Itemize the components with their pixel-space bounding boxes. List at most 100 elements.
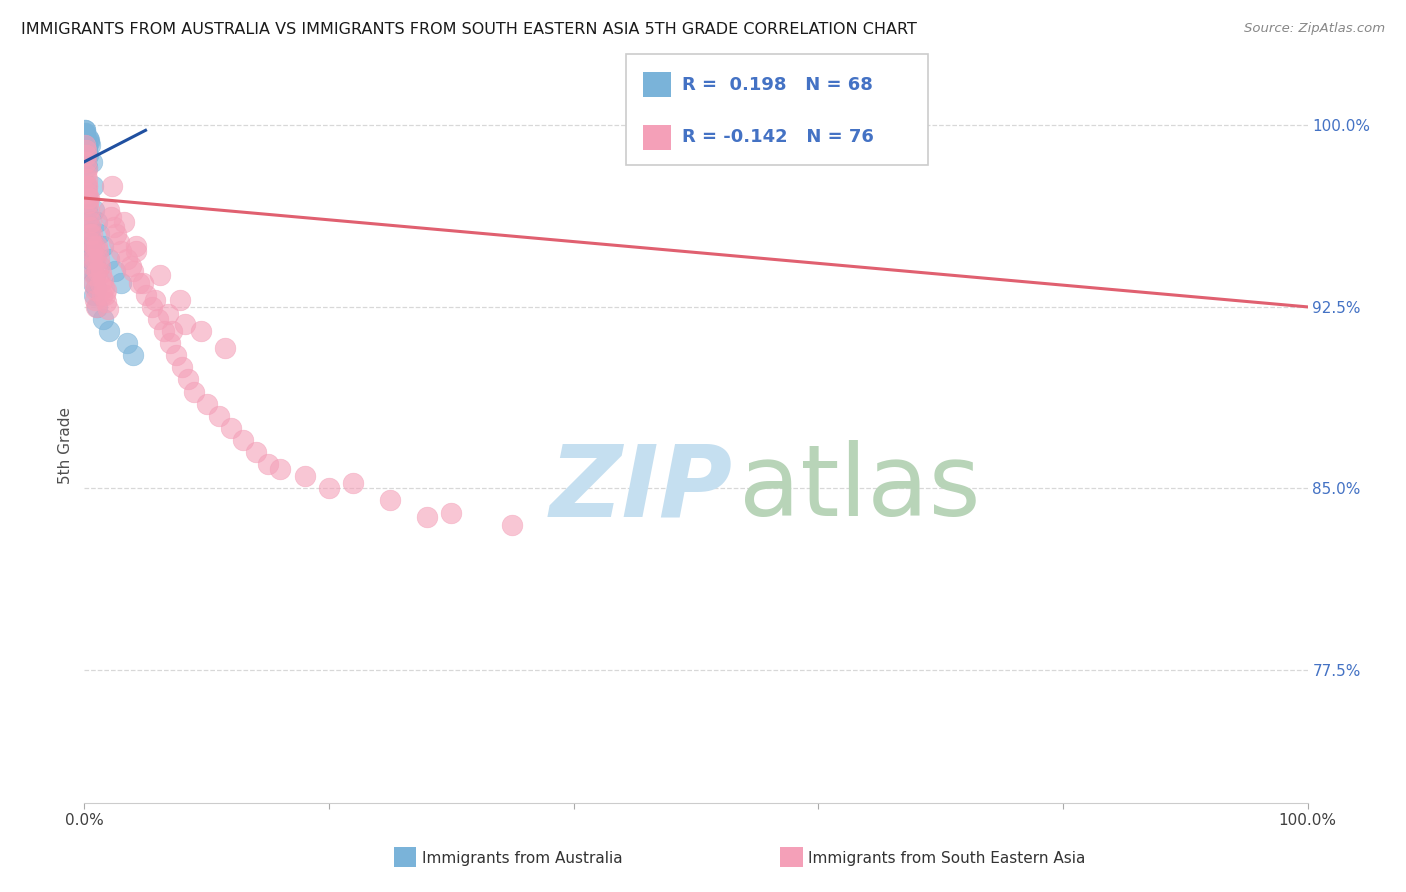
Point: [76, 186, 98, 201]
Point: [75, 130, 97, 145]
Point: [83, 239, 105, 253]
Point: [91, 288, 114, 302]
Point: [76, 203, 98, 218]
Point: [73, 133, 96, 147]
Point: [120, 259, 142, 273]
Point: [84, 300, 107, 314]
Point: [79, 252, 101, 266]
Point: [76, 137, 98, 152]
Point: [219, 421, 242, 435]
Point: [82, 178, 104, 193]
Point: [156, 307, 179, 321]
Point: [141, 300, 163, 314]
Text: IMMIGRANTS FROM AUSTRALIA VS IMMIGRANTS FROM SOUTH EASTERN ASIA 5TH GRADE CORREL: IMMIGRANTS FROM AUSTRALIA VS IMMIGRANTS …: [21, 22, 917, 37]
Point: [146, 312, 169, 326]
Point: [100, 211, 122, 225]
Point: [135, 288, 157, 302]
Point: [86, 239, 108, 253]
Point: [122, 263, 145, 277]
Point: [380, 493, 402, 508]
Point: [77, 130, 100, 145]
Point: [75, 143, 97, 157]
Point: [83, 252, 105, 266]
Point: [101, 178, 124, 193]
Point: [97, 203, 120, 218]
Point: [73, 136, 96, 150]
Point: [77, 227, 100, 242]
Point: [132, 276, 155, 290]
Point: [172, 360, 194, 375]
Point: [86, 215, 108, 229]
Point: [232, 433, 254, 447]
Point: [107, 235, 129, 249]
Point: [84, 293, 107, 307]
Point: [82, 259, 104, 273]
Point: [122, 348, 145, 362]
Point: [77, 191, 100, 205]
Point: [80, 244, 103, 259]
Point: [97, 252, 120, 266]
Point: [112, 215, 135, 229]
Point: [294, 469, 316, 483]
Point: [83, 268, 105, 283]
Point: [245, 445, 267, 459]
Point: [214, 341, 236, 355]
Point: [75, 143, 97, 157]
Point: [75, 153, 97, 167]
Point: [342, 476, 364, 491]
Point: [110, 244, 132, 259]
Point: [75, 137, 97, 152]
Text: ZIP: ZIP: [550, 441, 733, 537]
Point: [177, 372, 200, 386]
Point: [75, 128, 97, 143]
Point: [125, 244, 148, 259]
Text: R = -0.142   N = 76: R = -0.142 N = 76: [682, 128, 873, 146]
Text: Immigrants from South Eastern Asia: Immigrants from South Eastern Asia: [808, 851, 1085, 865]
Point: [91, 312, 114, 326]
Point: [195, 397, 218, 411]
Point: [502, 517, 524, 532]
Point: [165, 348, 187, 362]
Point: [76, 191, 98, 205]
Point: [76, 160, 98, 174]
Point: [75, 140, 97, 154]
Y-axis label: 5th Grade: 5th Grade: [58, 408, 73, 484]
Point: [75, 147, 97, 161]
Point: [75, 137, 97, 152]
Point: [75, 150, 97, 164]
Point: [318, 481, 340, 495]
Point: [75, 154, 97, 169]
Point: [80, 232, 103, 246]
Point: [173, 317, 195, 331]
Point: [75, 133, 97, 147]
Point: [75, 126, 97, 140]
Point: [75, 178, 97, 193]
Point: [105, 227, 128, 242]
Point: [77, 133, 100, 147]
Point: [87, 252, 110, 266]
Point: [440, 506, 463, 520]
Point: [76, 215, 98, 229]
Point: [84, 280, 107, 294]
Point: [162, 324, 184, 338]
Point: [80, 215, 103, 229]
Point: [75, 145, 97, 160]
Point: [416, 510, 439, 524]
Point: [76, 145, 98, 160]
Point: [83, 283, 105, 297]
Point: [75, 136, 97, 150]
Point: [104, 263, 127, 277]
Point: [75, 147, 97, 161]
Point: [83, 256, 105, 270]
Point: [89, 259, 111, 273]
Text: Immigrants from Australia: Immigrants from Australia: [422, 851, 623, 865]
Point: [190, 324, 212, 338]
Point: [75, 147, 97, 161]
Point: [153, 324, 176, 338]
Point: [97, 324, 120, 338]
Point: [76, 147, 98, 161]
Point: [91, 273, 114, 287]
Point: [79, 227, 101, 242]
Point: [97, 302, 120, 317]
Point: [76, 171, 98, 186]
